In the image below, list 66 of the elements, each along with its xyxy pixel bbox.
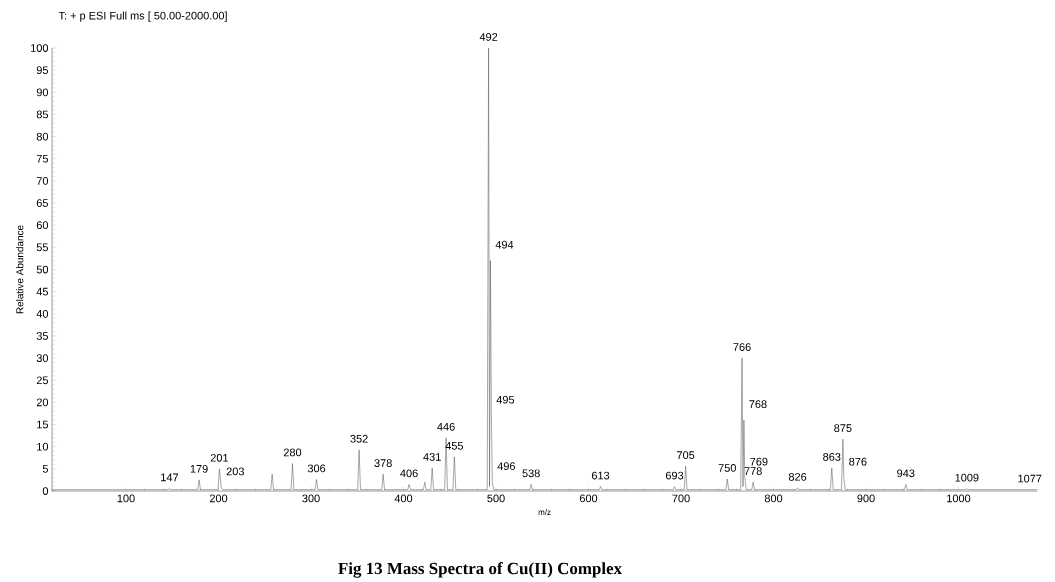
y-tick-label: 50 [36,265,49,274]
annotation: 538 [522,469,540,478]
annotation: 1077 [1018,474,1042,483]
text: Fig 13 Mass Spectra of Cu(II) Complex [338,562,622,578]
y-tick-label: 70 [36,177,49,185]
y-tick-label: 25 [36,376,49,385]
annotation: 352 [350,434,368,443]
y-tick-label: 85 [36,110,49,119]
annotation: 705 [677,451,695,459]
y-tick-label: 95 [36,66,49,75]
y-tick-label: 100 [31,44,49,52]
x-tick-label: 1000 [947,494,971,503]
y-tick-label: 30 [36,354,49,362]
annotation: 496 [497,462,515,471]
annotation: 750 [718,464,736,472]
x-tick-label: 300 [302,494,320,503]
annotation: 201 [210,453,229,462]
annotation: 280 [283,448,302,457]
annotation: 778 [744,467,762,475]
x-tick-label: 400 [394,494,413,503]
y-tick-label: 35 [36,332,49,340]
annotation: 766 [733,343,751,351]
annotation: 378 [374,459,392,467]
y-tick-label: 80 [36,132,49,141]
x-tick-label: 200 [209,494,228,503]
y-tick-label: 60 [36,221,49,230]
annotation: 1009 [955,473,979,482]
y-tick-label: 55 [36,243,49,252]
annotation: 306 [307,464,326,473]
annotation: 203 [226,467,244,476]
y-tick-label: 45 [36,287,49,296]
annotation: 147 [161,473,179,482]
x-tick-label: 900 [857,494,875,503]
annotation: 613 [591,471,610,480]
chart-subtitle: T: + p ESI Full ms [ 50.00-2000.00] [58,11,227,22]
annotation: 769 [750,457,768,466]
y-tick-label: 15 [37,420,49,429]
y-tick-label: 5 [42,465,49,473]
annotation: 693 [665,471,684,480]
annotation: 876 [849,457,867,466]
annotation: 495 [496,395,515,404]
y-tick-label: 40 [36,309,49,318]
annotation: 179 [190,464,208,473]
y-tick-label: 0 [42,487,49,495]
x-tick-label: 600 [579,494,598,503]
annotation: 492 [479,33,498,41]
y-tick-label: 20 [36,398,49,407]
y-tick-label: 65 [36,199,49,207]
x-tick-label: 800 [764,494,783,503]
y-tick-label: 90 [36,88,49,97]
y-axis-title: Relative Abundance [16,225,24,314]
annotation: 455 [445,442,464,450]
annotation: 768 [749,400,767,408]
annotation: 494 [495,240,514,249]
y-tick-label: 75 [36,154,49,163]
annotation: 406 [400,469,418,478]
y-tick-label: 10 [37,442,49,451]
annotation: 863 [823,453,841,461]
x-tick-label: 500 [487,494,505,503]
annotation: 826 [788,472,807,481]
x-tick-label: 100 [117,494,135,503]
annotation: 431 [423,453,441,461]
annotation: 875 [834,424,852,432]
annotation: 943 [897,469,915,478]
annotation: 446 [437,422,455,431]
x-tick-label: 700 [672,494,690,503]
